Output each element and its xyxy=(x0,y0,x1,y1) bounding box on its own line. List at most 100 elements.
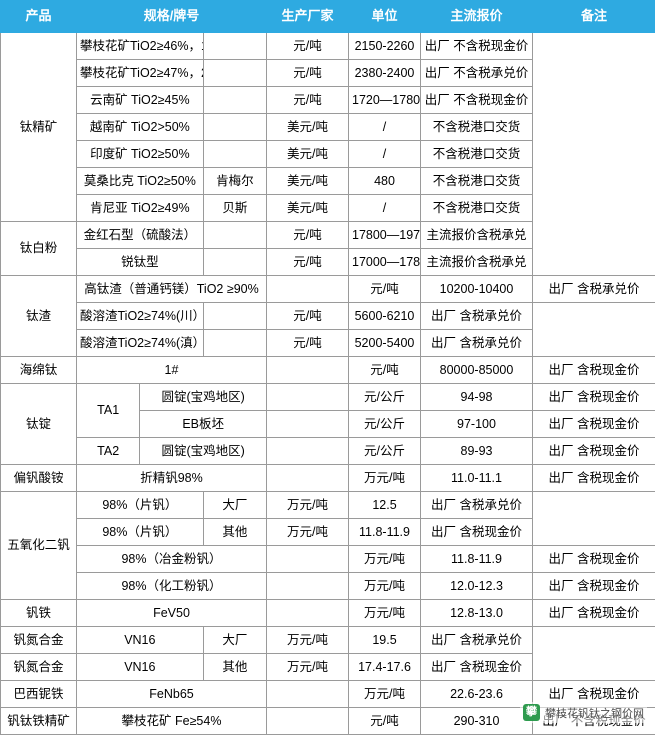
cell-note: 不含税港口交货 xyxy=(421,114,533,141)
cell-spec: 酸溶渣TiO2≥74%(川） xyxy=(77,303,204,330)
watermark-text: 攀枝花钒钛之钢价网 xyxy=(545,705,644,721)
cell-price: 12.0-12.3 xyxy=(421,573,533,600)
header-row: 产品 规格/牌号 生产厂家 单位 主流报价 备注 xyxy=(1,1,655,33)
cell-spec: TA1 xyxy=(77,384,140,438)
cell-maker xyxy=(267,465,349,492)
cell-maker: 贝斯 xyxy=(203,195,266,222)
cell-note: 出厂 含税承兑价 xyxy=(533,276,655,303)
cell-price: 94-98 xyxy=(421,384,533,411)
cell-unit: 万元/吨 xyxy=(267,627,349,654)
cell-maker xyxy=(203,87,266,114)
cell-price: 11.0-11.1 xyxy=(421,465,533,492)
cell-product: 钛白粉 xyxy=(1,222,77,276)
cell-product: 偏钒酸铵 xyxy=(1,465,77,492)
cell-price: 11.8-11.9 xyxy=(421,546,533,573)
cell-price: 480 xyxy=(349,168,421,195)
cell-unit: 元/吨 xyxy=(267,222,349,249)
cell-price: / xyxy=(349,114,421,141)
cell-maker xyxy=(203,114,266,141)
cell-price: 2380-2400 xyxy=(349,60,421,87)
cell-price: / xyxy=(349,141,421,168)
cell-spec: 1# xyxy=(77,357,267,384)
cell-price: 97-100 xyxy=(421,411,533,438)
cell-spec: 98%（片钒） xyxy=(77,492,204,519)
cell-note: 出厂 含税现金价 xyxy=(533,357,655,384)
cell-product: 钒氮合金 xyxy=(1,654,77,681)
cell-maker xyxy=(203,303,266,330)
header-unit: 单位 xyxy=(349,1,421,33)
cell-maker xyxy=(267,573,349,600)
cell-price: 290-310 xyxy=(421,708,533,735)
cell-product: 钛精矿 xyxy=(1,33,77,222)
cell-spec-sub: EB板坯 xyxy=(140,411,267,438)
cell-note: 出厂 不含税现金价 xyxy=(421,33,533,60)
cell-maker xyxy=(267,438,349,465)
cell-unit: 美元/吨 xyxy=(267,195,349,222)
cell-unit: 元/吨 xyxy=(267,87,349,114)
cell-note: 出厂 不含税承兑价 xyxy=(421,60,533,87)
cell-maker xyxy=(203,141,266,168)
cell-spec: 98%（化工粉钒） xyxy=(77,573,267,600)
cell-maker: 其他 xyxy=(203,654,266,681)
cell-product: 钒钛铁精矿 xyxy=(1,708,77,735)
cell-spec: VN16 xyxy=(77,627,204,654)
cell-unit: 万元/吨 xyxy=(267,492,349,519)
cell-price: / xyxy=(349,195,421,222)
cell-unit: 元/吨 xyxy=(349,276,421,303)
cell-price: 1720—1780 xyxy=(349,87,421,114)
cell-spec: 攀枝花矿 Fe≥54% xyxy=(77,708,267,735)
cell-spec: TA2 xyxy=(77,438,140,465)
table-header: 产品 规格/牌号 生产厂家 单位 主流报价 备注 xyxy=(1,1,655,33)
table-row: 肯尼亚 TiO2≥49%贝斯美元/吨/不含税港口交货 xyxy=(1,195,655,222)
cell-spec: 酸溶渣TiO2≥74%(滇） xyxy=(77,330,204,357)
cell-unit: 元/吨 xyxy=(267,60,349,87)
cell-note: 出厂 含税承兑价 xyxy=(421,303,533,330)
cell-unit: 万元/吨 xyxy=(349,681,421,708)
watermark-logo-icon: 攀 xyxy=(523,704,540,721)
cell-maker xyxy=(203,60,266,87)
cell-note: 出厂 含税现金价 xyxy=(533,573,655,600)
cell-price: 17800—19700 xyxy=(349,222,421,249)
cell-note: 主流报价含税承兑 xyxy=(421,249,533,276)
cell-spec: 攀枝花矿TiO2≥46%，10矿 xyxy=(77,33,204,60)
cell-product: 海绵钛 xyxy=(1,357,77,384)
cell-maker xyxy=(267,546,349,573)
cell-price: 2150-2260 xyxy=(349,33,421,60)
cell-note: 出厂 含税承兑价 xyxy=(421,627,533,654)
cell-unit: 万元/吨 xyxy=(267,519,349,546)
cell-unit: 美元/吨 xyxy=(267,141,349,168)
cell-product: 巴西铌铁 xyxy=(1,681,77,708)
header-note: 备注 xyxy=(533,1,655,33)
cell-spec-sub: 圆锭(宝鸡地区) xyxy=(140,384,267,411)
cell-price: 22.6-23.6 xyxy=(421,681,533,708)
cell-unit: 元/吨 xyxy=(349,708,421,735)
cell-price: 80000-85000 xyxy=(421,357,533,384)
cell-note: 不含税港口交货 xyxy=(421,141,533,168)
cell-unit: 万元/吨 xyxy=(349,546,421,573)
cell-unit: 元/吨 xyxy=(267,303,349,330)
cell-spec: 折精钒98% xyxy=(77,465,267,492)
cell-product: 钒铁 xyxy=(1,600,77,627)
cell-product: 钒氮合金 xyxy=(1,627,77,654)
header-spec: 规格/牌号 xyxy=(77,1,267,33)
cell-spec: FeNb65 xyxy=(77,681,267,708)
cell-unit: 元/公斤 xyxy=(349,384,421,411)
header-product: 产品 xyxy=(1,1,77,33)
cell-note: 出厂 含税现金价 xyxy=(533,411,655,438)
